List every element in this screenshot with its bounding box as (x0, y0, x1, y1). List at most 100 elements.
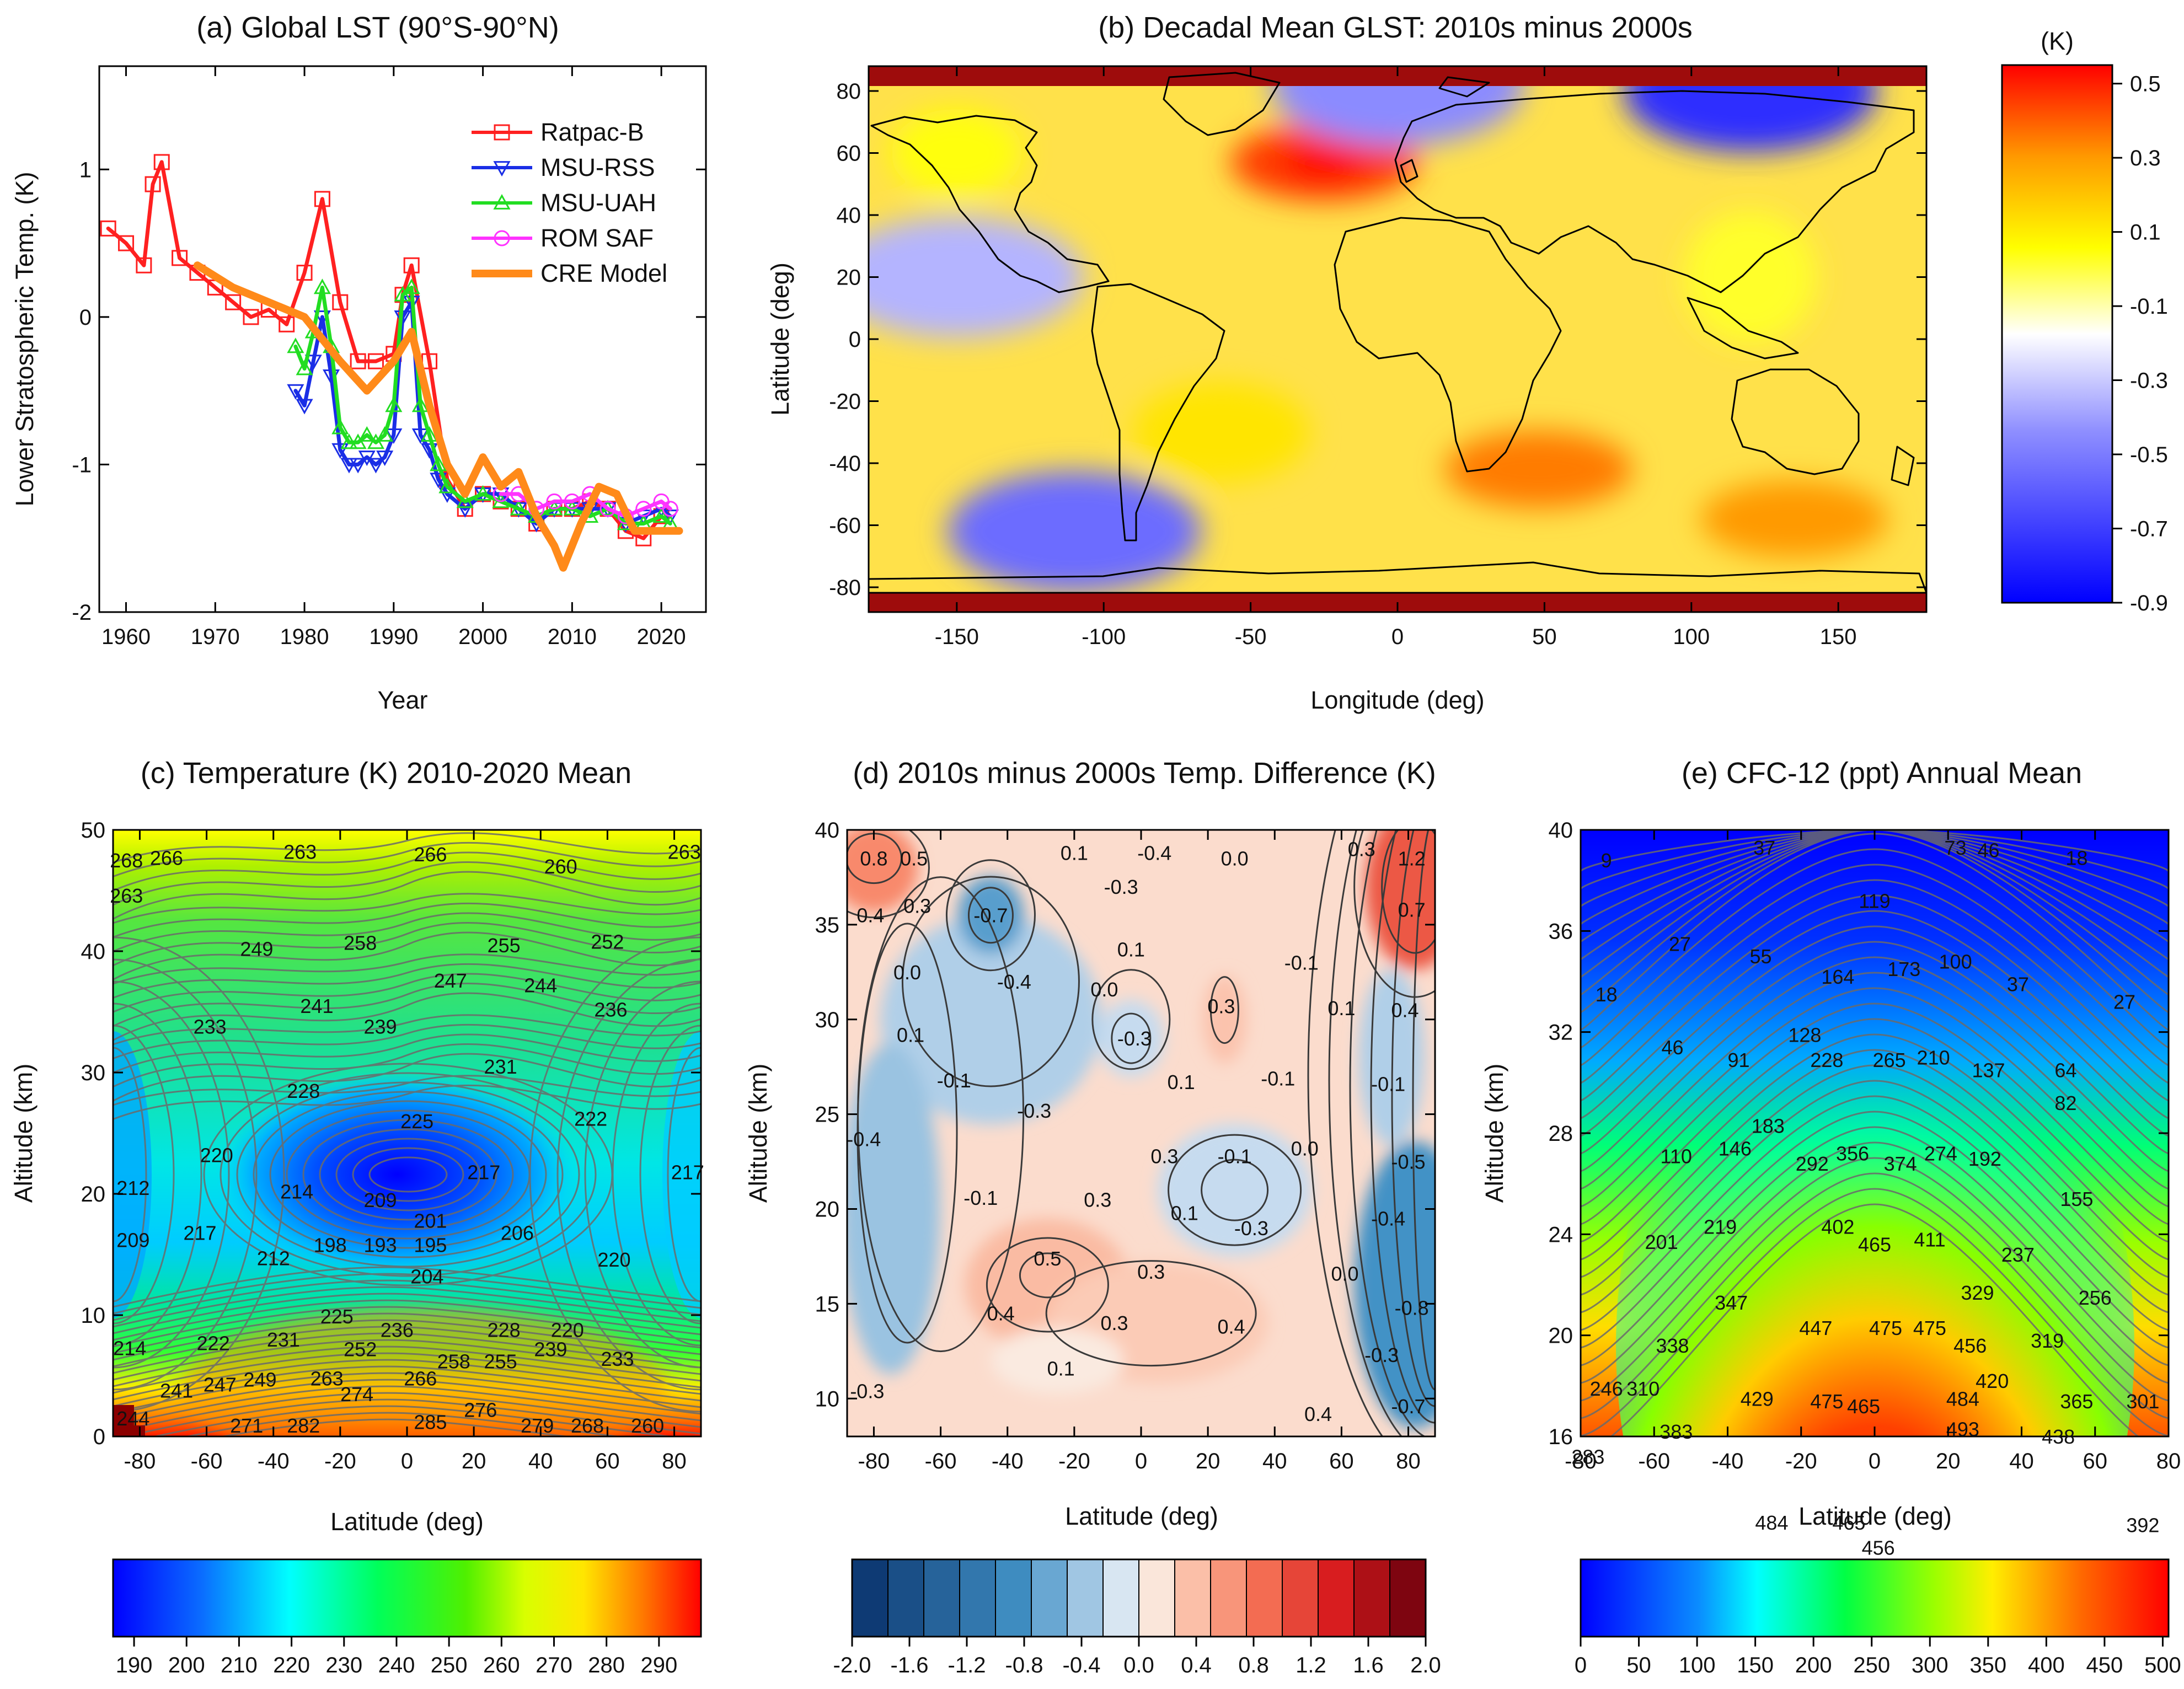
legend-marker (493, 194, 511, 210)
data-point (358, 426, 376, 442)
contour-line (113, 1014, 701, 1045)
contour-label: 100 (1939, 950, 1972, 973)
contour-line (113, 1279, 701, 1321)
x-tick-label: 0 (1391, 625, 1404, 649)
x-tick-label: -80 (124, 1449, 156, 1473)
contour-line (1307, 830, 1384, 1436)
panel-d-title: (d) 2010s minus 2000s Temp. Difference (… (853, 757, 1436, 790)
x-tick-label: 1960 (101, 625, 151, 649)
colorbar-tick-label: 0.1 (2130, 221, 2161, 245)
contour-line (113, 912, 701, 952)
contour-line (113, 973, 701, 1013)
x-tick-label: 40 (528, 1449, 553, 1473)
contour-line (556, 958, 701, 1391)
contour-label: 0.3 (1101, 1312, 1128, 1334)
contour-line (335, 1138, 481, 1211)
y-tick-label: 32 (1549, 1021, 1573, 1045)
y-tick-label: 20 (837, 266, 861, 290)
contour-line (121, 1398, 701, 1436)
x-tick-label: 0 (1135, 1449, 1147, 1473)
contour-line (1328, 830, 1403, 1436)
contour-label: 438 (2042, 1425, 2075, 1448)
contour-line (113, 1319, 701, 1361)
contour-label: 217 (467, 1161, 500, 1183)
contour-line (113, 1025, 175, 1325)
x-tick-label: 50 (1532, 625, 1557, 649)
contour-line (113, 841, 701, 878)
contour-label: 0.0 (1291, 1138, 1319, 1160)
colorbar-tick-label: 450 (2086, 1653, 2123, 1677)
data-point (367, 458, 385, 474)
x-tick-label: -40 (1712, 1449, 1744, 1473)
contour-label: 228 (287, 1080, 320, 1102)
y-tick-label: 30 (81, 1061, 106, 1085)
contour-label: 0.3 (1084, 1188, 1111, 1211)
contour-label: 244 (116, 1407, 149, 1430)
contour-label: 204 (410, 1266, 443, 1288)
data-point (394, 286, 411, 302)
contour-label: 383 (1660, 1420, 1693, 1443)
contour-label: 0.0 (1221, 848, 1249, 870)
data-point (331, 419, 349, 435)
colorbar-bin (959, 1559, 996, 1637)
contour-line (901, 876, 1080, 1087)
contour-label: -0.3 (1017, 1100, 1051, 1122)
contour-label: 110 (1661, 1145, 1692, 1167)
panel-b-map (869, 66, 1926, 612)
contour-line (113, 931, 701, 980)
contour-label: -0.3 (1117, 1027, 1152, 1050)
contour-line (1581, 972, 2169, 1190)
panel-c: (c) Temperature (K) 2010-2020 Mean 268 26… (9, 757, 704, 1677)
data-point (349, 458, 367, 474)
contour-label: 249 (240, 938, 273, 961)
contour-label: 64 (2054, 1059, 2076, 1081)
data-point (358, 451, 376, 467)
contour-label: 493 (1946, 1418, 1979, 1440)
panel-c-xlabel: Latitude (deg) (330, 1508, 484, 1536)
y-tick-label: -60 (829, 514, 861, 538)
x-tick-label: 100 (1673, 625, 1710, 649)
panel-e-ylabel: Altitude (km) (1480, 1064, 1508, 1203)
contour-line (667, 1047, 701, 1302)
contour-line (302, 1119, 514, 1230)
contour-line (1370, 830, 1435, 1424)
y-tick-label: 0 (79, 305, 92, 330)
contour-line (113, 893, 701, 924)
contour-label: 263 (110, 884, 143, 907)
colorbar-tick-label: 220 (273, 1653, 310, 1677)
colorbar-tick-label: -0.7 (2130, 517, 2168, 541)
colorbar-bin (923, 1559, 960, 1637)
contour-label: 420 (1976, 1370, 2009, 1392)
x-tick-label: -80 (858, 1449, 890, 1473)
contour-label: 465 (1858, 1234, 1891, 1256)
contour-line (1581, 830, 2169, 978)
y-tick-label: 1 (79, 158, 92, 182)
x-tick-label: 1990 (369, 625, 418, 649)
contour-label: 0.1 (1168, 1071, 1195, 1093)
contour-label: 247 (434, 969, 467, 992)
x-tick-label: 60 (2083, 1449, 2108, 1473)
contour-label: 198 (314, 1234, 347, 1256)
contour-line (352, 1147, 464, 1202)
y-tick-label: 24 (1549, 1222, 1573, 1247)
x-tick-label: 2020 (637, 625, 686, 649)
contour-line (584, 980, 701, 1369)
contour-line (1581, 1002, 2169, 1225)
contour-label: 0.8 (860, 848, 887, 870)
contour-line (1045, 1260, 1257, 1367)
anomaly-region (880, 914, 1101, 1124)
contour-label: 0.1 (1047, 1357, 1075, 1380)
contour-label: 255 (488, 934, 521, 957)
contour-line (113, 1372, 701, 1414)
contour-line (1349, 830, 1427, 1436)
data-point (172, 250, 188, 266)
series-line-ratpac-b (106, 160, 663, 540)
anomaly-region (1157, 1124, 1312, 1257)
contour-label: 193 (364, 1234, 397, 1256)
contour-line (1581, 1018, 2169, 1243)
panel-e-field (1581, 830, 2169, 1436)
contour-line (113, 958, 258, 1391)
contour-label: 233 (601, 1348, 634, 1370)
contour-label: 209 (116, 1229, 149, 1252)
